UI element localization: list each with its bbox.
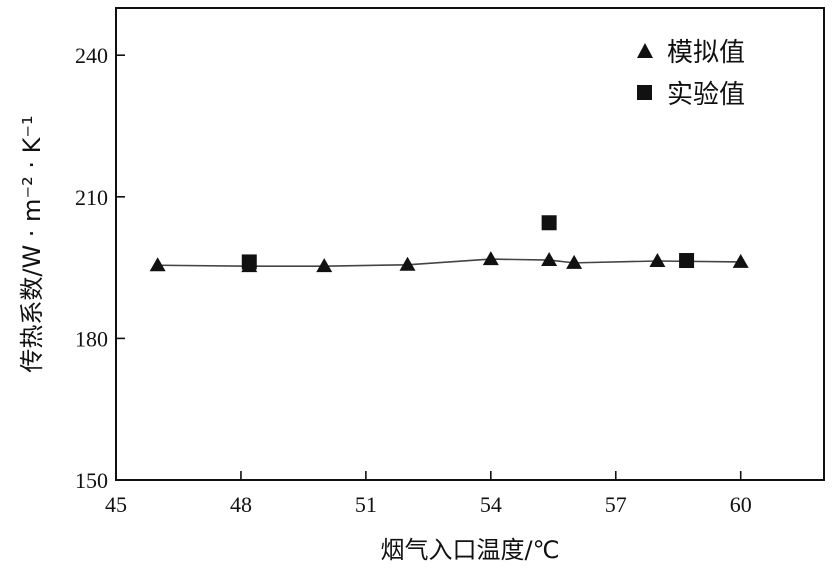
experimental-point xyxy=(541,215,557,231)
simulated-point xyxy=(649,252,666,267)
experimental-series-points xyxy=(241,215,695,270)
y-tick-label: 150 xyxy=(75,468,108,493)
x-tick-label: 57 xyxy=(605,492,627,517)
x-tick-label: 45 xyxy=(105,492,127,517)
plot-frame xyxy=(115,7,825,481)
y-axis-ticks: 150 180 210 240 xyxy=(75,43,125,493)
y-tick-label: 210 xyxy=(75,185,108,210)
y-tick-label: 180 xyxy=(75,326,108,351)
x-tick-label: 51 xyxy=(355,492,377,517)
x-axis-ticks: 45 48 51 54 57 60 xyxy=(105,471,752,517)
legend-square-marker xyxy=(637,85,652,100)
simulated-point xyxy=(732,253,749,268)
legend: 模拟值 实验值 xyxy=(637,38,745,110)
simulated-point xyxy=(482,251,499,266)
x-tick-label: 54 xyxy=(480,492,502,517)
experimental-point xyxy=(679,253,695,269)
simulated-point xyxy=(149,257,166,272)
simulated-point xyxy=(541,252,558,267)
legend-label-simulated: 模拟值 xyxy=(667,38,745,68)
simulated-point xyxy=(399,256,416,271)
simulated-point xyxy=(316,258,333,273)
legend-label-experimental: 实验值 xyxy=(667,80,745,110)
experimental-point xyxy=(241,254,257,270)
legend-triangle-marker xyxy=(637,43,653,58)
simulated-point xyxy=(566,254,583,269)
x-tick-label: 48 xyxy=(230,492,252,517)
y-axis-title: 传热系数/W · m⁻² · K⁻¹ xyxy=(18,115,46,372)
x-axis-title: 烟气入口温度/℃ xyxy=(380,536,559,564)
y-tick-label: 240 xyxy=(75,43,108,68)
x-tick-label: 60 xyxy=(730,492,752,517)
